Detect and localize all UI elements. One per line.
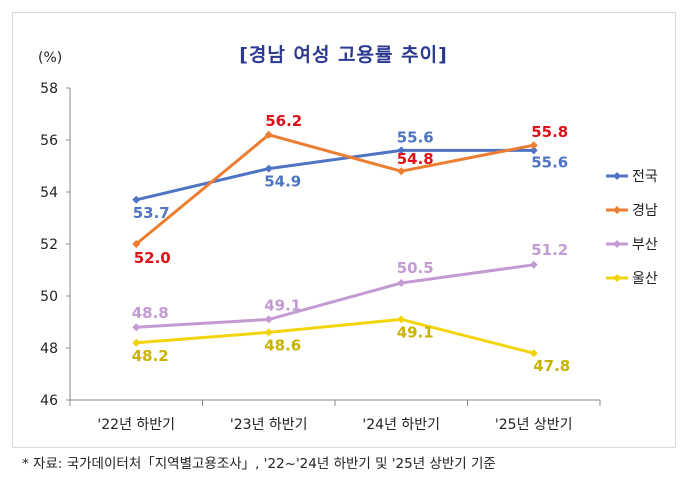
data-label: 54.9 (264, 173, 301, 191)
y-tick-label: 54 (40, 185, 58, 201)
data-point-marker (397, 315, 406, 324)
data-point-marker (397, 167, 406, 176)
data-label: 53.7 (133, 204, 170, 222)
y-tick-label: 46 (40, 393, 58, 409)
y-tick-label: 58 (40, 81, 58, 97)
data-label: 48.2 (132, 347, 169, 365)
data-point-marker (264, 130, 273, 139)
data-point-marker (529, 349, 538, 358)
data-point-marker (397, 279, 406, 287)
legend-label: 전국 (632, 169, 658, 185)
chart-title: [경남 여성 고용률 추이] (239, 44, 448, 66)
y-axis-unit-label: (%) (38, 50, 63, 66)
data-point-marker (264, 328, 273, 337)
data-label: 48.8 (132, 304, 169, 322)
legend-marker (613, 206, 621, 214)
data-label: 55.6 (531, 153, 568, 171)
x-tick-label: '23년 하반기 (230, 417, 308, 433)
data-point-marker (132, 195, 141, 204)
data-point-marker (397, 146, 406, 155)
series-line-전국 (135, 148, 534, 202)
legend-label: 울산 (632, 271, 658, 287)
source-note: * 자료: 국가데이터처「지역별고용조사」, '22~'24년 하반기 및 '2… (22, 456, 496, 472)
data-label: 52.0 (134, 249, 171, 267)
data-label: 48.6 (264, 336, 301, 354)
data-label: 49.1 (264, 296, 301, 314)
data-label: 47.8 (533, 357, 570, 375)
data-point-marker (529, 141, 538, 150)
y-tick-label: 56 (40, 133, 58, 149)
series-line-경남 (135, 133, 535, 246)
chart-frame (12, 12, 676, 448)
y-tick-label: 52 (40, 237, 58, 253)
data-point-marker (529, 146, 538, 155)
x-tick-label: '24년 하반기 (362, 417, 440, 433)
legend-marker (613, 240, 621, 248)
legend-label: 경남 (632, 203, 658, 219)
data-point-marker (264, 164, 273, 173)
data-point-marker (132, 240, 141, 248)
x-tick-label: '22년 하반기 (97, 417, 175, 433)
data-label: 55.8 (531, 123, 568, 141)
data-point-marker (132, 338, 141, 347)
data-label: 56.2 (265, 112, 302, 130)
y-tick-label: 48 (40, 341, 58, 357)
data-point-marker (132, 323, 141, 332)
data-label: 54.8 (397, 150, 434, 168)
data-label: 49.1 (397, 323, 434, 341)
data-point-marker (529, 260, 538, 269)
series-line-부산 (136, 263, 534, 329)
legend-label: 부산 (632, 237, 658, 253)
data-label: 55.6 (397, 128, 434, 146)
series-line-울산 (136, 317, 535, 355)
data-point-marker (264, 315, 273, 324)
y-tick-label: 50 (40, 289, 58, 305)
legend-marker (613, 172, 621, 180)
data-label: 50.5 (397, 259, 434, 277)
x-tick-label: '25년 상반기 (495, 417, 573, 433)
data-label: 51.2 (531, 241, 568, 259)
legend-marker (613, 274, 621, 282)
